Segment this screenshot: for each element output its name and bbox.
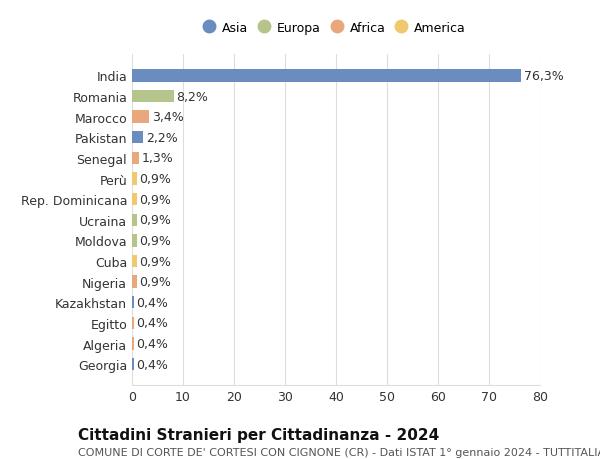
Text: COMUNE DI CORTE DE' CORTESI CON CIGNONE (CR) - Dati ISTAT 1° gennaio 2024 - TUTT: COMUNE DI CORTE DE' CORTESI CON CIGNONE … bbox=[78, 448, 600, 458]
Text: 0,9%: 0,9% bbox=[139, 173, 171, 185]
Text: 0,9%: 0,9% bbox=[139, 235, 171, 247]
Bar bbox=[132, 152, 139, 165]
Bar bbox=[132, 255, 137, 268]
Legend: Asia, Europa, Africa, America: Asia, Europa, Africa, America bbox=[202, 18, 470, 39]
Bar bbox=[132, 358, 134, 370]
Bar bbox=[132, 111, 149, 123]
Text: 0,9%: 0,9% bbox=[139, 193, 171, 206]
Text: 8,2%: 8,2% bbox=[176, 90, 208, 103]
Bar bbox=[132, 235, 137, 247]
Text: 0,4%: 0,4% bbox=[137, 358, 169, 371]
Bar bbox=[132, 338, 134, 350]
Text: 0,9%: 0,9% bbox=[139, 214, 171, 227]
Bar bbox=[132, 70, 521, 83]
Bar bbox=[132, 91, 174, 103]
Text: 76,3%: 76,3% bbox=[524, 70, 563, 83]
Bar bbox=[132, 276, 137, 288]
Bar bbox=[132, 194, 137, 206]
Bar bbox=[132, 173, 137, 185]
Text: Cittadini Stranieri per Cittadinanza - 2024: Cittadini Stranieri per Cittadinanza - 2… bbox=[78, 427, 439, 442]
Text: 2,2%: 2,2% bbox=[146, 132, 178, 145]
Bar bbox=[132, 317, 134, 330]
Text: 3,4%: 3,4% bbox=[152, 111, 184, 124]
Text: 0,4%: 0,4% bbox=[137, 296, 169, 309]
Bar bbox=[132, 132, 143, 144]
Bar bbox=[132, 297, 134, 309]
Bar bbox=[132, 214, 137, 226]
Text: 0,4%: 0,4% bbox=[137, 337, 169, 350]
Text: 0,9%: 0,9% bbox=[139, 275, 171, 289]
Text: 1,3%: 1,3% bbox=[141, 152, 173, 165]
Text: 0,9%: 0,9% bbox=[139, 255, 171, 268]
Text: 0,4%: 0,4% bbox=[137, 317, 169, 330]
